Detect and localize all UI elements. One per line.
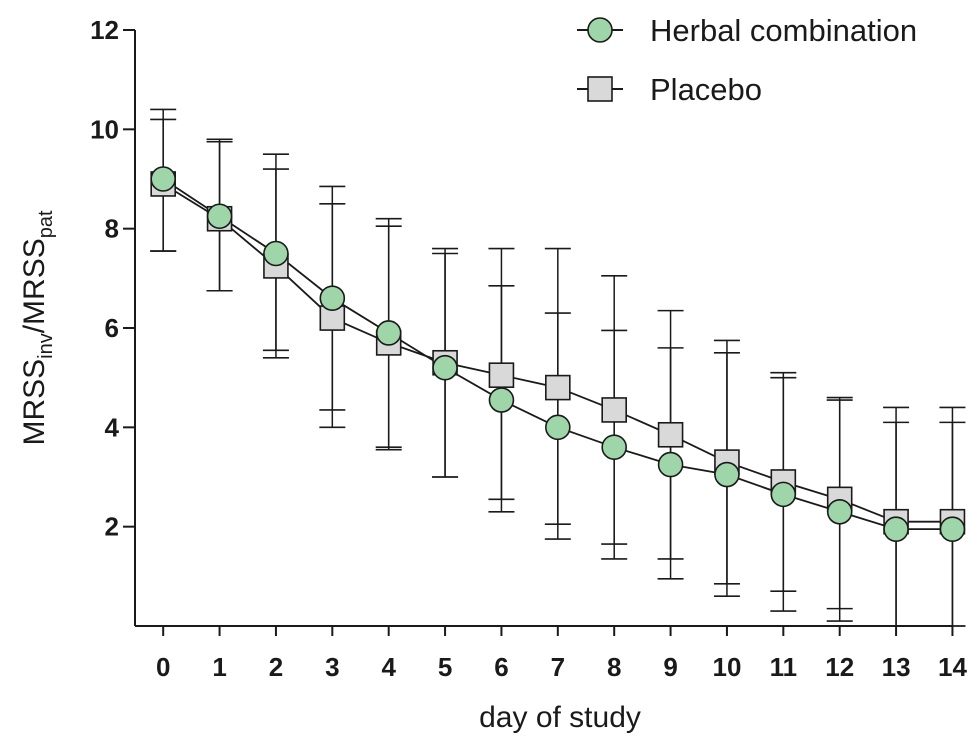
x-tick-label: 8 [607,652,621,682]
y-axis-title-sub2: pat [35,210,57,238]
x-tick-label: 7 [551,652,565,682]
y-tick-label: 6 [105,313,119,343]
y-tick-label: 2 [105,512,119,542]
y-tick-label: 8 [105,214,119,244]
y-tick-label: 4 [105,412,120,442]
y-axis-title-main: MRSS [18,359,51,446]
data-point-herbal [432,354,458,381]
data-point-herbal [206,203,233,230]
data-point-herbal [263,240,289,267]
data-point-herbal [770,481,797,508]
x-tick-label: 9 [663,652,677,682]
x-tick-label: 0 [156,652,170,682]
x-tick-label: 5 [438,652,452,682]
legend-item-herbal: Herbal combination [577,13,917,48]
data-point-herbal [826,498,853,525]
y-axis-title-mid: /MRSS [18,238,51,333]
data-point-herbal [150,166,176,192]
legend-herbal-label: Herbal combination [650,13,917,48]
legend-placebo-label: Placebo [650,72,762,107]
x-tick-label: 14 [938,652,967,682]
data-point-herbal [714,461,740,488]
legend: Herbal combination Placebo [577,13,917,107]
data-markers [150,166,966,542]
x-axis-title: day of study [479,701,641,734]
data-point-herbal [375,320,402,346]
x-tick-label: 12 [825,652,854,682]
data-point-herbal [883,516,909,542]
x-tick-label: 4 [381,652,396,682]
data-point-herbal [939,516,966,542]
legend-herbal-marker [587,17,613,43]
y-axis-title: MRSSinv/MRSSpat [18,210,57,446]
x-tick-label: 13 [882,652,911,682]
x-tick-label: 6 [494,652,508,682]
error-bars [150,108,966,627]
x-tick-label: 11 [770,652,798,682]
data-point-herbal [319,285,346,312]
x-tick-label: 1 [212,652,226,682]
y-tick-label: 12 [90,15,119,45]
data-point-placebo [545,374,571,401]
legend-placebo-marker [587,76,613,102]
data-point-placebo [488,362,515,388]
x-tick-label: 2 [269,652,283,682]
x-tick-label: 10 [712,652,741,682]
x-tick-label: 3 [325,652,339,682]
legend-item-placebo: Placebo [577,72,762,107]
data-point-herbal [545,414,571,441]
data-point-herbal [488,387,515,413]
data-point-herbal [601,434,627,461]
y-axis-title-sub1: inv [35,333,57,359]
data-point-placebo [657,421,684,448]
data-point-placebo [601,397,627,423]
data-point-herbal [657,451,684,478]
y-tick-label: 10 [90,114,119,144]
